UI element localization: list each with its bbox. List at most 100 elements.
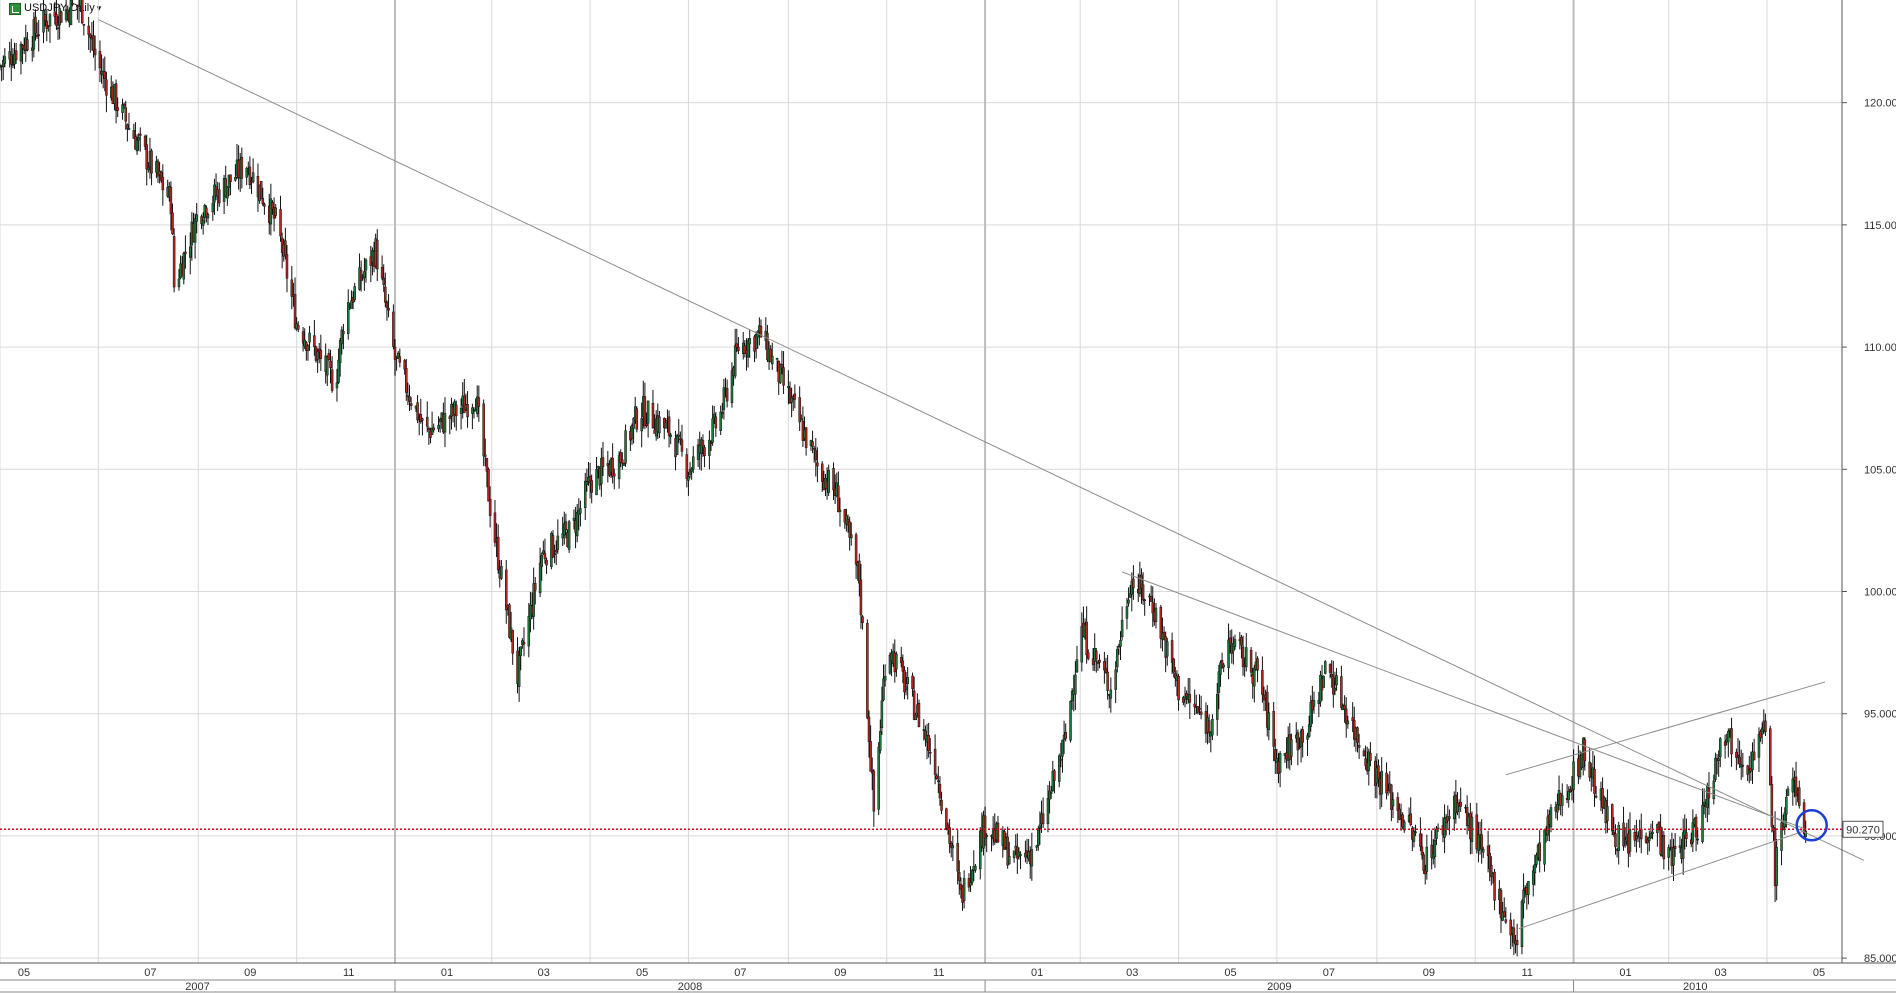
candle [1736,738,1740,765]
candle-down [259,181,263,199]
candle-up [1069,700,1072,741]
x-month-label: 05 [1813,967,1825,979]
candle-down [1490,864,1493,878]
chevron-down-icon[interactable]: ▾ [96,3,102,13]
candle-down [940,800,943,811]
candle [482,399,485,467]
candle [1764,713,1767,737]
candle-up [1346,720,1350,725]
candle [319,334,323,371]
candle [872,768,876,827]
candle [583,472,587,521]
candle-down [1610,804,1614,832]
candle-up [1531,870,1535,885]
candle-down [1594,795,1598,798]
candle-up [56,27,60,30]
candle [1657,821,1661,831]
candle-up [396,352,400,359]
candle-down [384,286,387,303]
candle [703,444,706,468]
candle-down [89,34,92,38]
candle [430,411,434,435]
candle [55,0,58,31]
candle-up [1154,607,1158,623]
candle [635,406,639,433]
candle [1420,833,1424,860]
candle-up [585,481,589,485]
candle-up [1080,626,1084,663]
candle [1091,648,1095,671]
candle-down [55,14,58,26]
candle-up [700,439,703,454]
candle [150,148,153,186]
candle-up [600,458,603,485]
candle-down [1390,784,1393,810]
candle-down [590,480,593,493]
candle-down [132,130,136,139]
candle [832,462,835,501]
grid-layer [0,0,1842,963]
candle [1006,826,1009,869]
candle-down [1377,765,1380,780]
candle [64,0,68,23]
candle-down [1622,822,1625,847]
candle [396,350,400,359]
candle [690,467,693,480]
candle [1499,887,1503,933]
candle-down [1475,814,1479,850]
candle [1662,831,1666,870]
candle-up [1307,724,1311,737]
candle-up [274,207,277,216]
chart-symbol-icon[interactable] [9,3,21,15]
candle [169,181,173,231]
candle-down [150,150,153,174]
x-month-label: 01 [441,967,453,979]
candle [1106,654,1109,700]
candle-up [1533,864,1537,874]
candle [93,35,97,71]
candle [1702,788,1706,815]
candle-down [98,51,102,69]
candle-down [1096,661,1100,664]
candle-down [116,107,119,111]
candle [1422,851,1425,874]
candle [1770,776,1774,833]
candle-up [771,355,774,365]
candle-up [1057,755,1061,782]
candle-up [1267,712,1271,731]
candle [1166,637,1169,666]
candle-down [293,294,297,329]
candle [245,166,248,186]
candle-down [1770,784,1774,827]
candle-up [443,413,447,433]
candle-up [1312,700,1316,707]
candle [1667,844,1670,871]
candle [1030,832,1034,881]
candle [1215,683,1219,736]
candle-down [1272,710,1275,747]
candle [1610,803,1614,836]
candle [1220,652,1224,669]
y-tick-label: 115.000 [1864,220,1896,232]
candle-down [832,468,835,491]
candle-up [1482,849,1485,853]
candle [956,829,959,885]
candle-up [1649,833,1653,838]
candle-down [725,388,729,402]
candle-down [1768,728,1772,786]
candle [1714,752,1717,782]
candle [804,426,808,456]
candle [522,627,526,657]
candle-down [1730,728,1733,755]
candle [687,471,690,496]
candle-down [912,690,916,720]
candle-down [737,346,740,351]
y-tick-label: 95.000 [1864,709,1896,721]
candle-up [1298,746,1301,749]
candle-down [958,872,961,881]
y-tick-label: 110.000 [1864,342,1896,354]
candle-up [722,387,726,410]
candle-up [787,386,790,389]
candle-down [403,360,406,370]
